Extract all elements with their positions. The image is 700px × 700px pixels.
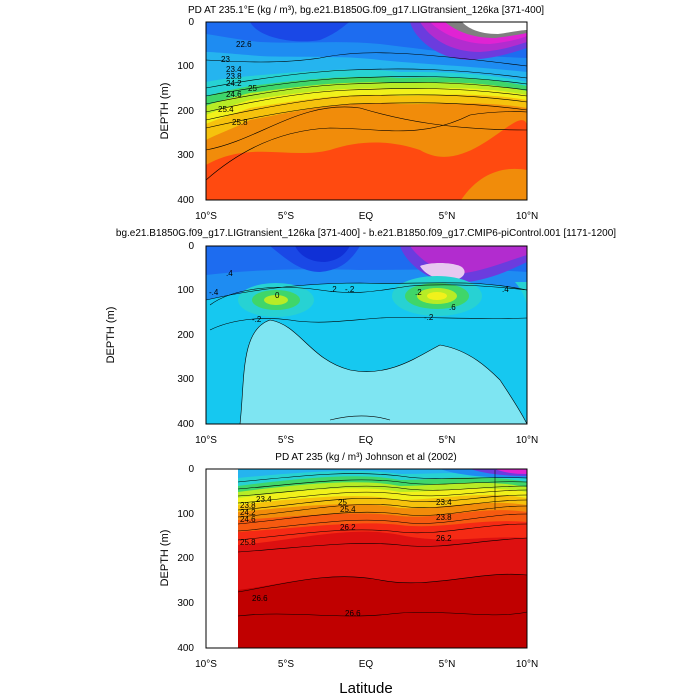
x-axis-label: Latitude — [339, 680, 392, 697]
p2-ytick: 100 — [177, 285, 194, 296]
p3-clab: 26.2 — [436, 534, 452, 543]
panel-3-field — [237, 469, 527, 648]
p2-ytick: 200 — [177, 330, 194, 341]
panel-2-x-ticks: 10°S 5°S EQ 5°N 10°N — [195, 435, 538, 446]
panel-3-ylabel: DEPTH (m) — [159, 530, 171, 587]
panel-2-title: bg.e21.B1850G.f09_g17.LIGtransient_126ka… — [116, 228, 616, 239]
p1-clab: 24.6 — [226, 90, 242, 99]
panel-3: PD AT 235 (kg / m³) Johnson et al (2002) — [159, 452, 538, 697]
panel-1-x-ticks: 10°S 5°S EQ 5°N 10°N — [195, 211, 538, 222]
p1-ytick: 100 — [177, 61, 194, 72]
p3-ytick: 300 — [177, 598, 194, 609]
p2-clab: 0 — [275, 291, 280, 300]
p3-ytick: 200 — [177, 553, 194, 564]
panel-1-ylabel: DEPTH (m) — [159, 83, 171, 140]
p3-clab: 25.4 — [340, 505, 356, 514]
p3-clab: 24.6 — [240, 515, 256, 524]
p2-ytick: 400 — [177, 419, 194, 430]
p2-xtick: EQ — [359, 435, 374, 446]
panel-2-frame — [205, 245, 528, 425]
p3-clab: 25 — [338, 498, 347, 507]
p1-clab: 24.2 — [226, 79, 242, 88]
panel-2: bg.e21.B1850G.f09_g17.LIGtransient_126ka… — [105, 228, 616, 446]
p1-xtick: 5°N — [439, 211, 456, 222]
panel-1-y-ticks: 0 100 200 300 400 — [177, 17, 194, 206]
panel-3-title: PD AT 235 (kg / m³) Johnson et al (2002) — [275, 452, 456, 463]
panel-3-y-ticks: 0 100 200 300 400 — [177, 464, 194, 654]
panel-3-x-ticks: 10°S 5°S EQ 5°N 10°N — [195, 659, 538, 670]
p3-clab: 26.2 — [340, 523, 356, 532]
p3-ytick: 0 — [188, 464, 194, 475]
p2-clab: -.2 — [252, 315, 262, 324]
p3-xtick: 5°N — [439, 659, 456, 670]
p3-clab: 23.4 — [436, 498, 452, 507]
p3-ytick: 400 — [177, 643, 194, 654]
panel-2-y-ticks: 0 100 200 300 400 — [177, 241, 194, 430]
panel-2-contour-labels: .4 -.4 -.2 .2 0 .6 .2 .4 -.2 -.2 — [209, 269, 509, 324]
p2-clab: -.4 — [209, 288, 219, 297]
p2-clab: .4 — [502, 285, 509, 294]
p2-xtick: 10°S — [195, 435, 217, 446]
p3-ytick: 100 — [177, 509, 194, 520]
p2-xtick: 5°N — [439, 435, 456, 446]
panel-1: PD AT 235.1°E (kg / m³), bg.e21.B1850G.f… — [159, 5, 544, 222]
p1-xtick: EQ — [359, 211, 374, 222]
panel-2-field — [206, 246, 527, 424]
p1-clab: 22.6 — [236, 40, 252, 49]
p2-clab: .2 — [330, 285, 337, 294]
panel-1-contour-labels: 22.6 23 23.4 23.8 24.2 24.6 25 25.4 25.8 — [218, 40, 257, 127]
p1-clab: 23 — [221, 55, 230, 64]
p3-clab: 26.6 — [252, 594, 268, 603]
p2-clab: -.2 — [424, 313, 434, 322]
p2-clab: -.2 — [345, 285, 355, 294]
p2-xtick: 10°N — [516, 435, 538, 446]
p3-clab: 23.4 — [256, 495, 272, 504]
p3-xtick: 10°N — [516, 659, 538, 670]
p2-ytick: 300 — [177, 374, 194, 385]
p1-xtick: 5°S — [278, 211, 295, 222]
p2-ytick: 0 — [188, 241, 194, 252]
panel-3-frame — [205, 468, 528, 649]
p2-clab: .6 — [449, 303, 456, 312]
p3-clab: 26.6 — [345, 609, 361, 618]
p3-xtick: 10°S — [195, 659, 217, 670]
p1-xtick: 10°S — [195, 211, 217, 222]
p1-xtick: 10°N — [516, 211, 538, 222]
p2-clab: .2 — [415, 288, 422, 297]
p3-clab: 24.2 — [240, 508, 256, 517]
p1-clab: 23.4 — [226, 65, 242, 74]
p3-clab: 23.8 — [436, 513, 452, 522]
panel-1-field — [206, 22, 527, 200]
p3-clab: 25.8 — [240, 538, 256, 547]
p1-ytick: 0 — [188, 17, 194, 28]
p1-ytick: 400 — [177, 195, 194, 206]
p1-clab: 23.8 — [226, 72, 242, 81]
panel-2-ylabel: DEPTH (m) — [105, 307, 117, 364]
p2-clab: .4 — [226, 269, 233, 278]
p3-xtick: 5°S — [278, 659, 295, 670]
p2-xtick: 5°S — [278, 435, 295, 446]
p3-xtick: EQ — [359, 659, 374, 670]
p1-ytick: 200 — [177, 106, 194, 117]
p1-clab: 25.4 — [218, 105, 234, 114]
p3-clab: 23.8 — [240, 501, 256, 510]
panel-3-contour-labels: 23.4 23.8 24.2 24.6 25 25.4 25.8 26.2 26… — [240, 495, 452, 618]
panel-1-title: PD AT 235.1°E (kg / m³), bg.e21.B1850G.f… — [188, 5, 544, 16]
p1-clab: 25 — [248, 84, 257, 93]
panel-1-frame — [205, 21, 528, 201]
p1-clab: 25.8 — [232, 118, 248, 127]
p1-ytick: 300 — [177, 150, 194, 161]
